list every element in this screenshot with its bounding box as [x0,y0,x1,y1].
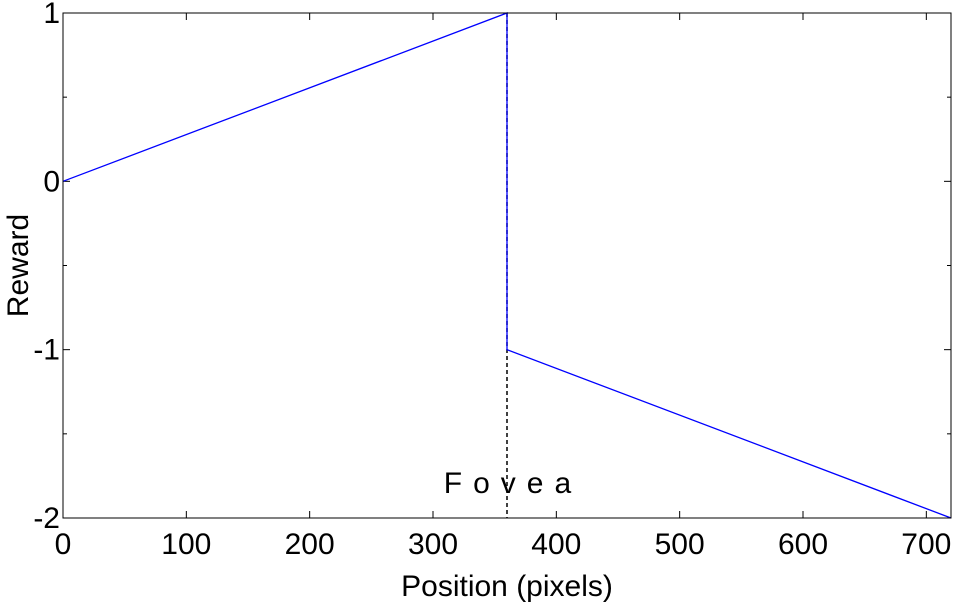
x-tick-label: 0 [55,528,72,561]
plot-frame [62,12,952,519]
x-tick-label: 400 [531,528,581,561]
x-tick-label: 200 [285,528,335,561]
x-axis-label: Position (pixels) [401,570,613,603]
y-tick-label: 0 [43,165,60,198]
reward-series-line [62,12,952,519]
y-tick-label: -2 [33,502,60,535]
x-tick-label: 300 [408,528,458,561]
fovea-annotation: Fovea [444,467,582,500]
y-tick-label: -1 [33,334,60,367]
y-axis-label: Reward [2,214,35,317]
y-tick-label: 1 [43,0,60,30]
lines-layer [62,12,952,519]
x-tick-label: 100 [161,528,211,561]
labels-layer: 0 100 200 300 400 500 600 700 -2 -1 0 1 Fovea [33,0,951,561]
x-tick-label: 700 [901,528,951,561]
x-tick-label: 600 [778,528,828,561]
x-tick-label: 500 [655,528,705,561]
